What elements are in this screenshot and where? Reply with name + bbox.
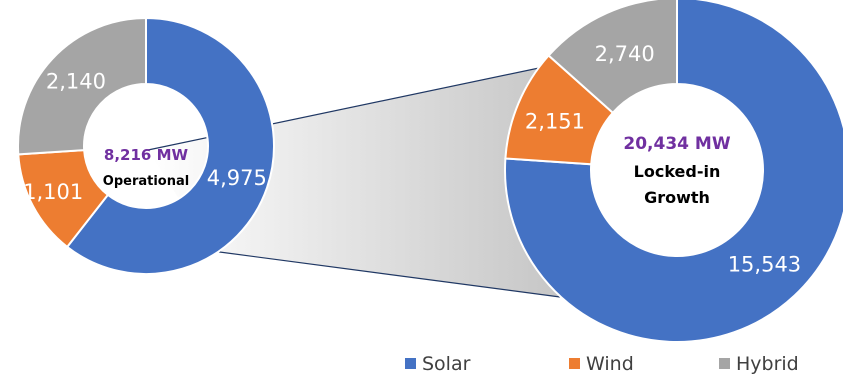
value-label-hybrid: 2,140	[46, 69, 106, 93]
value-label-solar: 15,543	[728, 252, 801, 276]
locked-in-total: 20,434 MW	[623, 134, 730, 154]
value-label-wind: 2,151	[525, 109, 585, 133]
slice-hybrid	[17, 16, 147, 156]
operational-total: 8,216 MW	[104, 146, 189, 164]
legend-label-hybrid: Hybrid	[736, 353, 799, 375]
slice-solar	[504, 0, 843, 343]
legend-label-solar: Solar	[422, 353, 471, 375]
legend: Solar Wind Hybrid	[405, 353, 799, 375]
operational-donut: 4,975 1,101 2,140	[17, 16, 275, 275]
legend-swatch-solar	[405, 358, 416, 369]
value-label-wind: 1,101	[23, 180, 83, 204]
value-label-hybrid: 2,740	[595, 42, 655, 66]
zoom-connector-band	[148, 60, 577, 297]
locked-in-growth-donut: 15,543 2,151 2,740	[504, 0, 843, 343]
legend-label-wind: Wind	[586, 353, 634, 375]
slice-hybrid	[547, 0, 678, 115]
locked-in-subtitle-line1: Locked-in	[634, 162, 721, 181]
slice-solar	[65, 16, 275, 275]
legend-swatch-wind	[569, 358, 580, 369]
operational-subtitle: Operational	[103, 174, 189, 189]
value-label-solar: 4,975	[207, 166, 267, 190]
legend-swatch-hybrid	[719, 358, 730, 369]
locked-in-subtitle-line2: Growth	[644, 188, 710, 207]
zoom-connector-bottom-line	[211, 250, 561, 298]
